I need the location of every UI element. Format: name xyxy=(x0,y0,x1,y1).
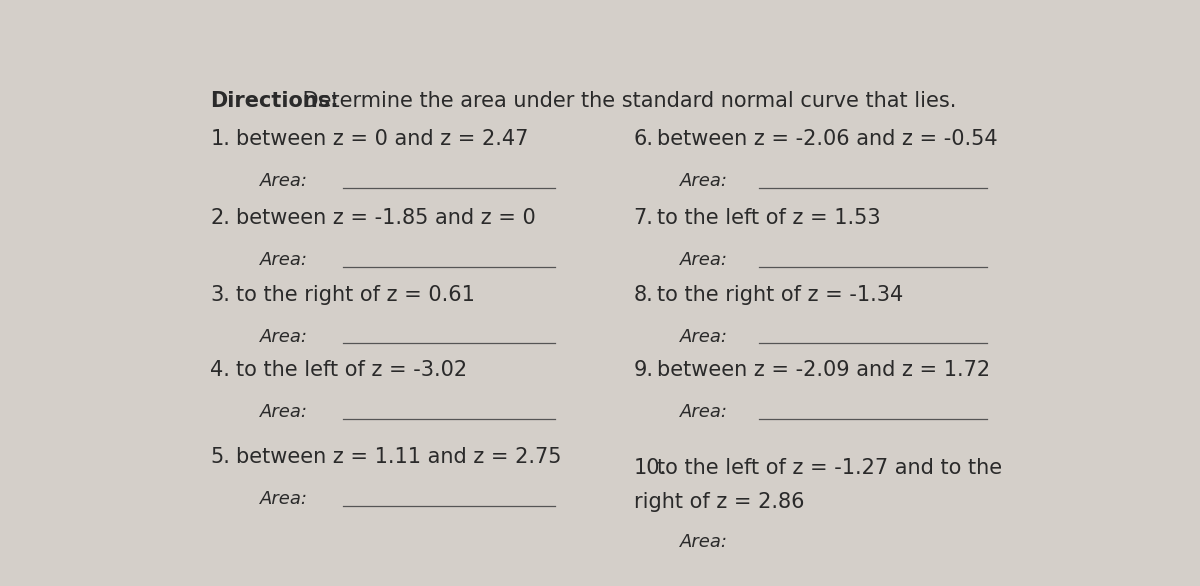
Text: Area:: Area: xyxy=(259,328,307,346)
Text: 10.: 10. xyxy=(634,458,667,478)
Text: 4.: 4. xyxy=(210,360,230,380)
Text: Area:: Area: xyxy=(259,172,307,190)
Text: Area:: Area: xyxy=(680,172,728,190)
Text: to the left of z = -3.02: to the left of z = -3.02 xyxy=(235,360,467,380)
Text: between z = 0 and z = 2.47: between z = 0 and z = 2.47 xyxy=(235,129,528,149)
Text: Area:: Area: xyxy=(680,533,728,551)
Text: to the left of z = 1.53: to the left of z = 1.53 xyxy=(656,208,881,228)
Text: Area:: Area: xyxy=(680,251,728,269)
Text: 6.: 6. xyxy=(634,129,654,149)
Text: 7.: 7. xyxy=(634,208,654,228)
Text: to the left of z = -1.27 and to the: to the left of z = -1.27 and to the xyxy=(656,458,1002,478)
Text: between z = -1.85 and z = 0: between z = -1.85 and z = 0 xyxy=(235,208,535,228)
Text: 9.: 9. xyxy=(634,360,654,380)
Text: Area:: Area: xyxy=(680,403,728,421)
Text: Area:: Area: xyxy=(259,251,307,269)
Text: 8.: 8. xyxy=(634,285,653,305)
Text: right of z = 2.86: right of z = 2.86 xyxy=(634,492,804,512)
Text: 2.: 2. xyxy=(210,208,230,228)
Text: Area:: Area: xyxy=(259,490,307,508)
Text: Area:: Area: xyxy=(259,403,307,421)
Text: Determine the area under the standard normal curve that lies.: Determine the area under the standard no… xyxy=(296,91,956,111)
Text: Area:: Area: xyxy=(680,328,728,346)
Text: between z = -2.06 and z = -0.54: between z = -2.06 and z = -0.54 xyxy=(656,129,997,149)
Text: between z = -2.09 and z = 1.72: between z = -2.09 and z = 1.72 xyxy=(656,360,990,380)
Text: 5.: 5. xyxy=(210,447,230,467)
Text: to the right of z = -1.34: to the right of z = -1.34 xyxy=(656,285,904,305)
Text: between z = 1.11 and z = 2.75: between z = 1.11 and z = 2.75 xyxy=(235,447,562,467)
Text: 3.: 3. xyxy=(210,285,230,305)
Text: 1.: 1. xyxy=(210,129,230,149)
Text: Directions:: Directions: xyxy=(210,91,340,111)
Text: to the right of z = 0.61: to the right of z = 0.61 xyxy=(235,285,474,305)
